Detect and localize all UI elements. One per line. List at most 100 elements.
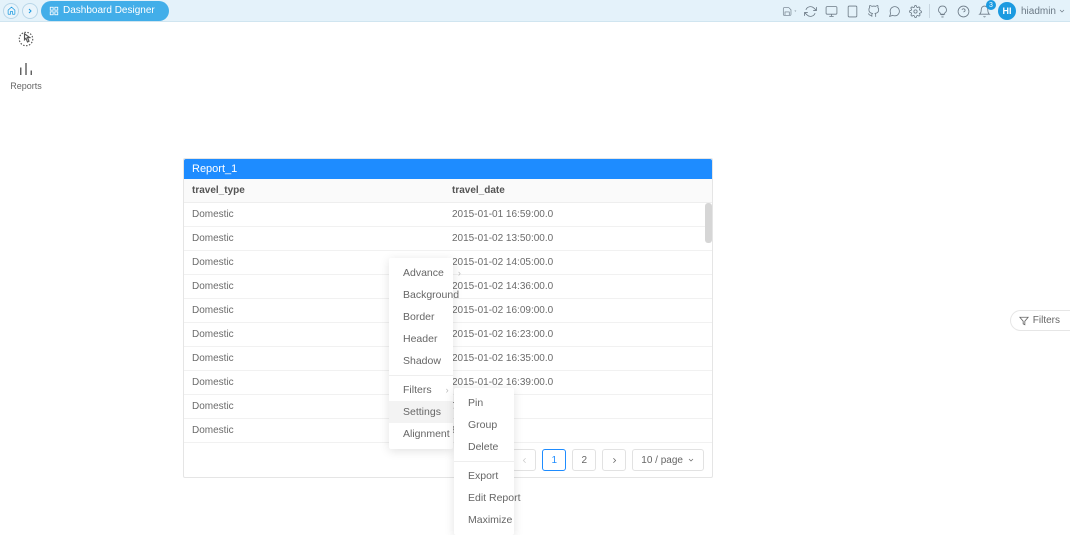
chevron-right-icon	[610, 456, 619, 465]
ctx-item-border[interactable]: Border	[389, 306, 453, 328]
chart-icon	[17, 60, 35, 78]
cell-travel-date: 2015-01-02 13:50:00.0	[444, 227, 712, 250]
ctx-item-edit-report[interactable]: Edit Report	[454, 487, 514, 509]
ctx-label: Filters	[403, 384, 432, 396]
topbar-divider	[929, 4, 930, 18]
column-header-travel-type[interactable]: travel_type	[184, 179, 444, 202]
cell-travel-type: Domestic	[184, 227, 444, 250]
chevron-right-icon	[26, 7, 34, 15]
ctx-item-pin[interactable]: Pin	[454, 392, 514, 414]
cell-travel-type: Domestic	[184, 203, 444, 226]
context-menu-main: Advance› Background Border Header Shadow…	[389, 258, 453, 449]
ctx-label: Advance	[403, 267, 444, 279]
help-button[interactable]	[956, 3, 972, 19]
ctx-item-advance[interactable]: Advance›	[389, 262, 453, 284]
ctx-item-background[interactable]: Background	[389, 284, 453, 306]
idea-button[interactable]	[935, 3, 951, 19]
ctx-label: Maximize	[468, 514, 512, 526]
refresh-button[interactable]	[803, 3, 819, 19]
filter-icon	[1019, 316, 1029, 326]
chevron-right-icon: ›	[446, 385, 449, 395]
home-icon	[7, 6, 16, 15]
bulb-icon	[936, 5, 949, 18]
cell-travel-date: 2015-01-02 14:05:00.0	[444, 251, 712, 274]
topbar-right: 3 HI hiadmin	[782, 0, 1066, 22]
code-button[interactable]	[866, 3, 882, 19]
ctx-item-group[interactable]: Group	[454, 414, 514, 436]
breadcrumb-next-button[interactable]	[22, 3, 38, 19]
report-title[interactable]: Report_1	[184, 159, 712, 179]
ctx-item-shadow[interactable]: Shadow	[389, 350, 453, 372]
ctx-separator	[389, 375, 453, 376]
chevron-left-icon	[520, 456, 529, 465]
ctx-item-settings[interactable]: Settings›	[389, 401, 453, 423]
topbar-left: Dashboard Designer	[0, 0, 169, 21]
cell-travel-date: 2015-01-01 16:59:00.0	[444, 203, 712, 226]
save-button[interactable]	[782, 3, 798, 19]
pagination-next-button[interactable]	[602, 449, 626, 471]
ctx-item-alignment[interactable]: Alignment	[389, 423, 453, 445]
pagination-size-dropdown[interactable]: 10 / page	[632, 449, 704, 471]
caret-down-icon	[793, 8, 798, 14]
table-header-row: travel_type travel_date	[184, 179, 712, 203]
home-button[interactable]	[3, 3, 19, 19]
sidebar-reports-label: Reports	[10, 81, 42, 91]
chevron-down-icon	[687, 456, 695, 464]
pagination-page-1[interactable]: 1	[542, 449, 566, 471]
chevron-down-icon	[1058, 7, 1066, 15]
table-row[interactable]: Domestic2015-01-02 13:50:00.0	[184, 227, 712, 251]
cell-travel-date: 2015-01-02 16:35:00.0	[444, 347, 712, 370]
ctx-label: Group	[468, 419, 497, 431]
refresh-icon	[804, 5, 817, 18]
notifications-badge: 3	[986, 0, 996, 10]
tablet-button[interactable]	[845, 3, 861, 19]
avatar-initials: HI	[1002, 6, 1011, 16]
notifications-button[interactable]: 3	[977, 3, 993, 19]
ctx-item-export[interactable]: Export	[454, 465, 514, 487]
username-label: hiadmin	[1021, 6, 1056, 17]
breadcrumb-current[interactable]: Dashboard Designer	[41, 1, 169, 21]
save-icon	[782, 5, 792, 18]
gear-icon	[909, 5, 922, 18]
avatar[interactable]: HI	[998, 2, 1016, 20]
help-icon	[957, 5, 970, 18]
filters-side-tab[interactable]: Filters	[1010, 310, 1070, 331]
desktop-button[interactable]	[824, 3, 840, 19]
tablet-icon	[846, 5, 859, 18]
desktop-icon	[825, 5, 838, 18]
ctx-label: Pin	[468, 397, 483, 409]
sidebar-item-interact[interactable]	[17, 30, 35, 48]
pagination-page-2[interactable]: 2	[572, 449, 596, 471]
cell-travel-date: 2015-01-02 16:23:00.0	[444, 323, 712, 346]
comment-button[interactable]	[887, 3, 903, 19]
comment-icon	[888, 5, 901, 18]
user-menu[interactable]: hiadmin	[1021, 6, 1066, 17]
pointer-icon	[17, 30, 35, 48]
scrollbar[interactable]	[705, 203, 712, 243]
table-row[interactable]: Domestic2015-01-01 16:59:00.0	[184, 203, 712, 227]
column-header-travel-date[interactable]: travel_date	[444, 179, 712, 202]
ctx-label: Shadow	[403, 355, 441, 367]
breadcrumb-label: Dashboard Designer	[63, 5, 155, 16]
settings-button[interactable]	[908, 3, 924, 19]
ctx-label: Border	[403, 311, 435, 323]
topbar: Dashboard Designer	[0, 0, 1070, 22]
cell-travel-date: 2015-01-02 14:36:00.0	[444, 275, 712, 298]
pagination-prev-button[interactable]	[512, 449, 536, 471]
ctx-label: Header	[403, 333, 437, 345]
ctx-item-delete[interactable]: Delete	[454, 436, 514, 458]
sidebar-item-reports[interactable]: Reports	[10, 60, 42, 91]
pagination-size-label: 10 / page	[641, 455, 683, 466]
filters-tab-label: Filters	[1033, 315, 1060, 326]
chevron-right-icon: ›	[458, 268, 461, 278]
ctx-item-filters[interactable]: Filters ›	[389, 379, 453, 401]
ctx-item-maximize[interactable]: Maximize	[454, 509, 514, 531]
dashboard-icon	[49, 6, 59, 16]
left-sidebar: Reports	[0, 22, 52, 91]
ctx-label: Export	[468, 470, 498, 482]
github-icon	[867, 5, 880, 18]
ctx-label: Edit Report	[468, 492, 521, 504]
ctx-item-header[interactable]: Header	[389, 328, 453, 350]
ctx-label: Settings	[403, 406, 441, 418]
ctx-label: Alignment	[403, 428, 450, 440]
